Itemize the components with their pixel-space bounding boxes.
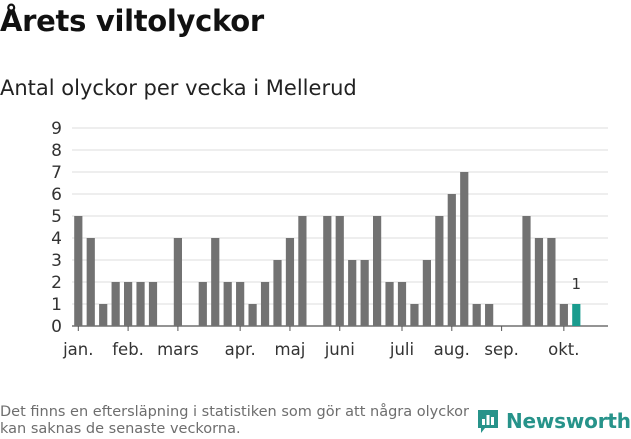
y-tick-label: 3 [51,251,62,271]
x-tick-label: feb. [112,340,144,359]
bar [74,216,83,326]
y-tick-label: 4 [51,229,62,249]
bar [559,304,568,326]
bar [472,304,481,326]
bar [248,304,257,326]
y-tick-label: 1 [51,295,62,315]
bar [298,216,307,326]
newsworthy-icon [478,410,498,433]
bar [335,216,344,326]
chart-subtitle: Antal olyckor per vecka i Mellerud [0,76,357,100]
x-tick-label: okt. [548,340,579,359]
x-tick-label: juni [324,340,355,359]
bar [385,282,394,326]
y-tick-label: 6 [51,185,62,205]
bar [236,282,245,326]
bar [99,304,108,326]
bar [198,282,207,326]
bar [111,282,120,326]
bar [422,260,431,326]
bar [360,260,369,326]
bar [373,216,382,326]
bar [148,282,158,326]
x-tick-label: maj [275,340,306,359]
bar [485,304,494,326]
x-tick-label: jan. [62,340,93,359]
bar [86,238,95,326]
x-tick-label: juli [389,340,414,359]
highlighted-bar [572,304,581,326]
bar [534,238,544,326]
bar [285,238,295,326]
x-tick-label: sep. [484,340,518,359]
x-tick-label: apr. [225,340,256,359]
newsworthy-logo: Newsworthy [476,408,631,434]
y-tick-label: 7 [51,163,62,183]
bar [547,238,556,326]
bar [260,282,270,326]
bar [323,216,332,326]
bar [410,304,419,326]
brand-name: Newsworthy [506,409,631,433]
y-tick-label: 9 [51,119,62,139]
bar [136,282,145,326]
bar [211,238,220,326]
x-tick-label: aug. [434,340,470,359]
bar [447,194,456,326]
bar [348,260,357,326]
y-tick-label: 0 [51,317,62,337]
bar [522,216,531,326]
bar [223,282,232,326]
y-tick-label: 5 [51,207,62,227]
chart-title: Årets viltolyckor [0,4,264,38]
bar [273,260,282,326]
x-tick-label: mars [157,340,199,359]
y-tick-label: 8 [51,141,62,161]
bar [173,238,182,326]
footnote: Det finns en eftersläpning i statistiken… [0,404,469,437]
bar [460,172,469,326]
bar [124,282,133,326]
y-tick-label: 2 [51,273,62,293]
data-label: 1 [572,275,582,293]
bar [397,282,407,326]
bar [435,216,444,326]
